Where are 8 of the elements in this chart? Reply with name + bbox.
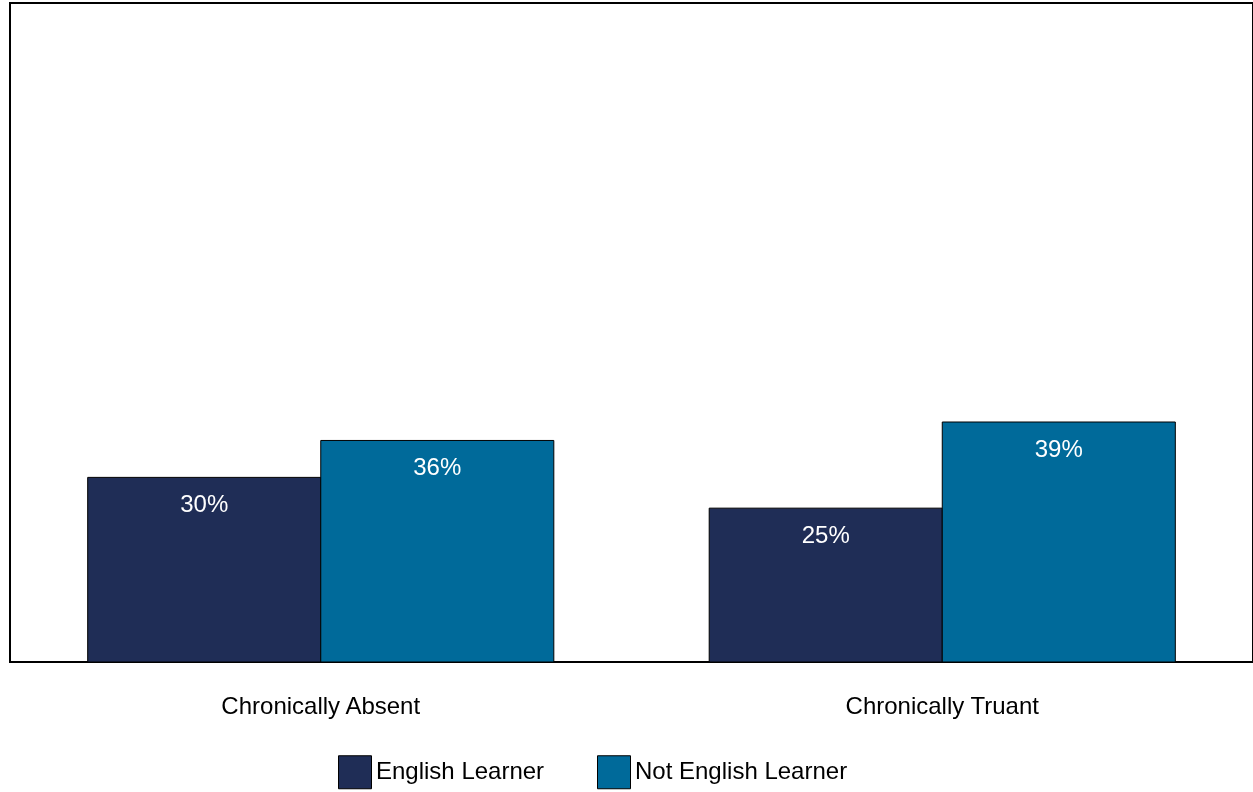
data-label: 25% [801,521,850,549]
data-label: 36% [413,453,462,481]
legend-label: English Learner [376,757,545,785]
data-label: 39% [1034,435,1083,462]
data-label: 30% [180,490,229,518]
x-tick-label: Chronically Absent [221,691,421,719]
x-tick-label: Chronically Truant [845,691,1040,719]
legend-label: Not English Learner [635,757,848,785]
